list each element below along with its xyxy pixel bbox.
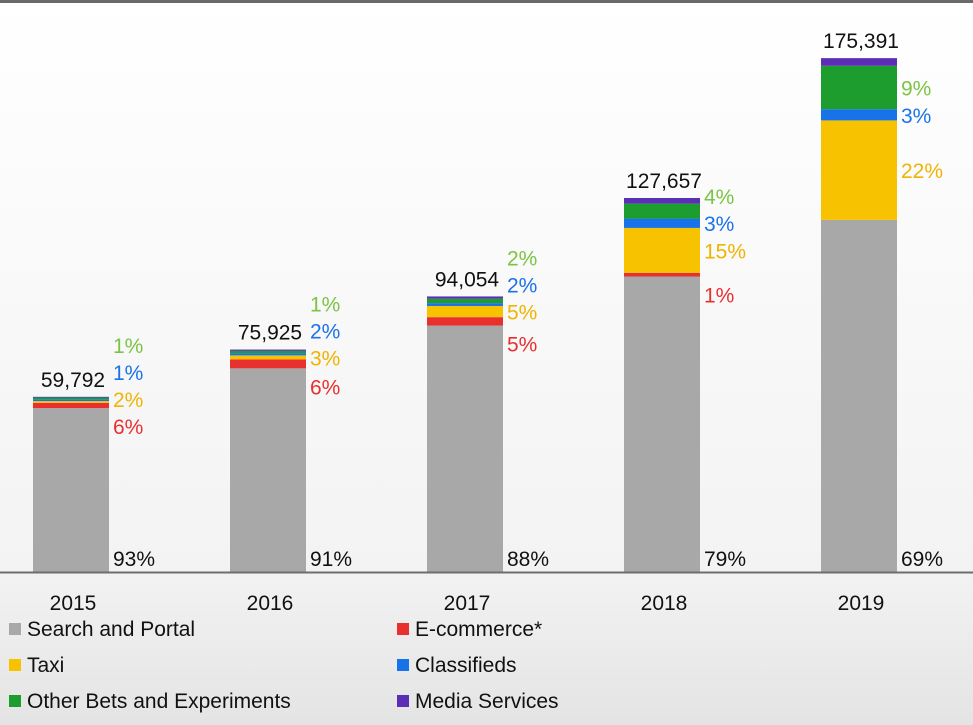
bar-segment-other-bets-and-experiments-2015 <box>33 397 109 400</box>
bar-segment-media-services-2016 <box>230 349 306 351</box>
bar-segment-taxi-2018 <box>624 227 700 273</box>
bar-segment-e-commerce-2018 <box>624 272 700 277</box>
pct-label-other-bets-and-experiments-2015: 1% <box>113 335 143 358</box>
bar-segment-search-and-portal-2019 <box>821 219 897 572</box>
legend-item-media-services: Media Services <box>397 690 559 713</box>
pct-label-taxi-2015: 2% <box>113 389 143 412</box>
pct-label-classifieds-2019: 3% <box>901 105 931 128</box>
legend-label-other-bets-and-experiments: Other Bets and Experiments <box>27 690 291 713</box>
legend: Search and Portal E-commerce* Taxi Classifi… <box>9 618 559 713</box>
bar-segment-media-services-2019 <box>821 58 897 66</box>
pct-label-classifieds-2015: 1% <box>113 362 143 385</box>
legend-label-media-services: Media Services <box>415 690 559 713</box>
pct-label-e-commerce-2018: 1% <box>704 285 734 308</box>
pct-label-other-bets-and-experiments-2018: 4% <box>704 186 734 209</box>
legend-item-other-bets-and-experiments: Other Bets and Experiments <box>9 690 291 713</box>
bar-segment-other-bets-and-experiments-2019 <box>821 65 897 110</box>
x-tick-label-2018: 2018 <box>641 592 688 615</box>
bar-segment-classifieds-2019 <box>821 109 897 121</box>
pct-label-taxi-2018: 15% <box>704 240 746 263</box>
legend-label-e-commerce: E-commerce* <box>415 618 542 641</box>
bar-segment-classifieds-2018 <box>624 218 700 228</box>
pct-label-taxi-2019: 22% <box>901 160 943 183</box>
legend-swatch-other-bets-and-experiments <box>9 695 21 707</box>
bar-segment-search-and-portal-2015 <box>33 408 109 572</box>
pct-label-search-and-portal-2018: 79% <box>704 548 746 571</box>
x-axis-tick-labels: 2015 2016 2017 2018 2019 <box>50 592 885 615</box>
pct-label-classifieds-2016: 2% <box>310 320 340 343</box>
bar-segment-classifieds-2017 <box>427 303 503 306</box>
pct-label-e-commerce-2016: 6% <box>310 376 340 399</box>
legend-swatch-search-and-portal <box>9 623 21 635</box>
legend-item-e-commerce: E-commerce* <box>397 618 542 641</box>
bar-segment-taxi-2015 <box>33 401 109 403</box>
x-tick-label-2019: 2019 <box>838 592 885 615</box>
legend-label-taxi: Taxi <box>27 654 64 677</box>
total-label-2017: 94,054 <box>435 268 500 291</box>
bar-segment-other-bets-and-experiments-2018 <box>624 203 700 219</box>
pct-label-taxi-2017: 5% <box>507 302 537 325</box>
legend-label-search-and-portal: Search and Portal <box>27 618 195 641</box>
bar-segment-media-services-2017 <box>427 296 503 299</box>
legend-item-search-and-portal: Search and Portal <box>9 618 195 641</box>
x-tick-label-2017: 2017 <box>444 592 491 615</box>
pct-label-classifieds-2017: 2% <box>507 275 537 298</box>
bar-segment-taxi-2019 <box>821 120 897 220</box>
top-border <box>0 0 973 3</box>
legend-item-taxi: Taxi <box>9 654 64 677</box>
bar-segment-taxi-2017 <box>427 305 503 318</box>
pct-label-e-commerce-2017: 5% <box>507 334 537 357</box>
legend-swatch-e-commerce <box>397 623 409 635</box>
bar-segment-e-commerce-2017 <box>427 317 503 326</box>
pct-label-search-and-portal-2015: 93% <box>113 548 155 571</box>
x-tick-label-2016: 2016 <box>247 592 294 615</box>
pct-label-classifieds-2018: 3% <box>704 213 734 236</box>
total-label-2018: 127,657 <box>626 170 702 193</box>
bar-segment-search-and-portal-2016 <box>230 368 306 572</box>
pct-label-search-and-portal-2017: 88% <box>507 548 549 571</box>
bar-segment-other-bets-and-experiments-2017 <box>427 298 503 304</box>
bar-segment-search-and-portal-2017 <box>427 325 503 572</box>
legend-label-classifieds: Classifieds <box>415 654 517 677</box>
total-label-2019: 175,391 <box>823 30 899 53</box>
bar-segment-media-services-2015 <box>33 396 109 398</box>
total-label-2015: 59,792 <box>41 369 105 392</box>
bar-segment-media-services-2018 <box>624 198 700 204</box>
bar-segment-e-commerce-2016 <box>230 359 306 369</box>
bar-segment-taxi-2016 <box>230 355 306 360</box>
x-tick-label-2015: 2015 <box>50 592 97 615</box>
legend-item-classifieds: Classifieds <box>397 654 517 677</box>
bar-segment-search-and-portal-2018 <box>624 276 700 572</box>
pct-label-other-bets-and-experiments-2016: 1% <box>310 293 340 316</box>
total-label-2016: 75,925 <box>238 322 302 345</box>
legend-swatch-taxi <box>9 659 21 671</box>
pct-label-other-bets-and-experiments-2019: 9% <box>901 78 931 101</box>
pct-label-taxi-2016: 3% <box>310 347 340 370</box>
bar-segment-classifieds-2015 <box>33 399 109 402</box>
bar-segment-classifieds-2016 <box>230 353 306 356</box>
bar-segment-other-bets-and-experiments-2016 <box>230 350 306 354</box>
legend-swatch-classifieds <box>397 659 409 671</box>
pct-label-other-bets-and-experiments-2017: 2% <box>507 248 537 271</box>
pct-label-e-commerce-2015: 6% <box>113 416 143 439</box>
pct-label-search-and-portal-2016: 91% <box>310 548 352 571</box>
bar-stacks <box>33 58 897 572</box>
data-labels: 59,792 93% 6% 2% 1% 1% 75,925 91% 6% 3% 2% 1% 94,054… <box>41 30 943 571</box>
pct-label-search-and-portal-2019: 69% <box>901 548 943 571</box>
legend-swatch-media-services <box>397 695 409 707</box>
bar-segment-e-commerce-2015 <box>33 402 109 409</box>
